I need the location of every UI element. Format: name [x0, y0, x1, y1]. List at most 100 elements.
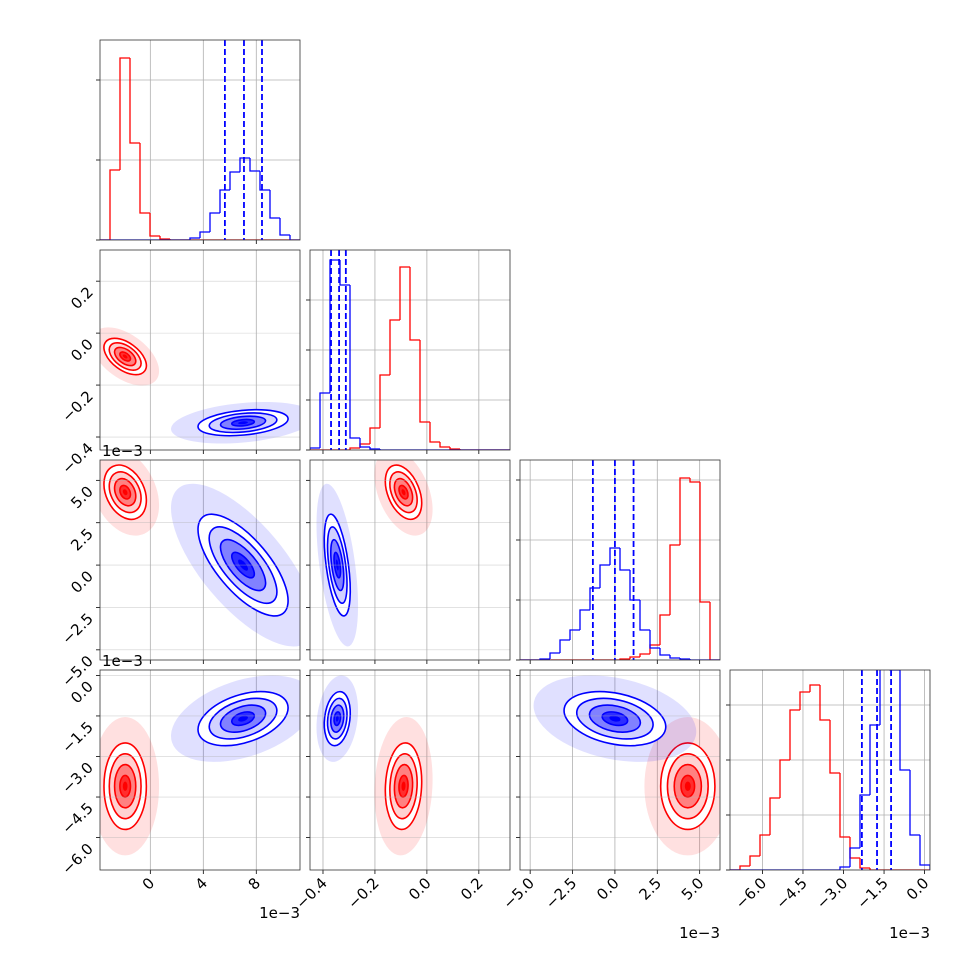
- x-tick-label: 0.0: [405, 874, 435, 904]
- density-contour: [238, 715, 249, 722]
- x-tick-label: −0.2: [344, 874, 382, 912]
- panel: [520, 460, 720, 660]
- histogram-step: [389, 319, 400, 375]
- histogram-step: [629, 656, 640, 659]
- density-contour: [335, 715, 339, 722]
- panel-frame: [99, 39, 301, 241]
- histogram-step: [439, 442, 450, 448]
- histogram-step: [679, 477, 690, 545]
- panel-frame: [309, 669, 511, 871]
- panel-frame: [519, 459, 721, 661]
- histogram-step: [169, 239, 180, 240]
- histogram-step: [899, 670, 910, 771]
- histogram-step: [599, 564, 610, 588]
- y-tick-label: 0.2: [67, 283, 97, 313]
- x-tick-label: −3.0: [813, 874, 851, 912]
- x-tick-label: −4.5: [772, 874, 810, 912]
- density-contour: [238, 421, 248, 425]
- x-tick-label: 0.0: [903, 874, 933, 904]
- panel: [100, 460, 300, 660]
- x-tick-label: 0.2: [457, 874, 487, 904]
- y-tick-label: −2.5: [58, 610, 96, 648]
- y-tick-label: 5.0: [67, 482, 97, 512]
- histogram-step: [249, 158, 260, 172]
- panel-frame: [519, 669, 721, 871]
- histogram-step: [379, 449, 390, 450]
- histogram-step: [409, 267, 420, 341]
- histogram-step: [609, 547, 620, 565]
- histogram-step: [639, 600, 650, 631]
- histogram-step: [209, 212, 220, 232]
- histogram-step: [859, 794, 870, 848]
- panel: [310, 250, 510, 450]
- histogram-step: [429, 422, 440, 443]
- histogram-step: [399, 266, 410, 320]
- histogram-step: [449, 447, 460, 450]
- x-offset-label: 1e−3: [679, 924, 720, 942]
- x-tick-label: −5.0: [500, 874, 538, 912]
- histogram-step: [759, 834, 770, 856]
- histogram-step: [629, 570, 640, 601]
- density-contour: [401, 781, 406, 791]
- histogram-step: [769, 797, 780, 835]
- histogram-step: [199, 231, 210, 238]
- histogram-step: [229, 171, 240, 190]
- x-tick-label: 8: [245, 874, 264, 893]
- y-tick-label: −0.2: [58, 387, 96, 425]
- histogram-step: [369, 447, 380, 450]
- histogram-step: [839, 866, 850, 870]
- y-offset-label: 1e−3: [102, 652, 143, 670]
- histogram-step: [549, 652, 560, 659]
- histogram-step: [669, 655, 680, 659]
- histogram-step: [349, 447, 360, 450]
- histogram-step: [649, 630, 660, 649]
- histogram-step: [310, 447, 320, 450]
- histogram-step: [819, 685, 830, 721]
- x-tick-label: 0: [139, 874, 158, 893]
- histogram-step: [659, 614, 670, 645]
- histogram-step: [139, 143, 150, 214]
- density-contour: [609, 715, 621, 722]
- histogram-step: [319, 392, 330, 448]
- histogram-step: [459, 449, 470, 450]
- histogram-step: [659, 648, 670, 656]
- histogram-step: [379, 374, 390, 428]
- panel: [100, 670, 300, 870]
- histogram-step: [739, 865, 750, 870]
- histogram-step: [779, 759, 790, 798]
- panel-frame: [729, 669, 931, 871]
- density-contour: [122, 781, 128, 791]
- histogram-step: [689, 659, 700, 660]
- histogram-step: [799, 691, 810, 710]
- histogram-step: [259, 171, 270, 191]
- histogram-step: [849, 847, 860, 867]
- histogram-step: [669, 544, 680, 615]
- y-tick-label: −1.5: [58, 718, 96, 756]
- histogram-step: [269, 190, 280, 219]
- histogram-step: [709, 602, 720, 660]
- histogram-step: [159, 236, 170, 240]
- panel-frame: [99, 459, 301, 661]
- histogram-step: [279, 218, 290, 236]
- histogram-step: [839, 773, 850, 838]
- panel-frame: [309, 459, 511, 661]
- histogram-step: [889, 670, 900, 671]
- histogram-step: [749, 855, 760, 866]
- histogram-step: [699, 482, 710, 603]
- histogram-step: [559, 639, 570, 653]
- x-tick-label: −6.0: [732, 874, 770, 912]
- x-offset-label: 1e−3: [259, 904, 300, 922]
- y-tick-label: −6.0: [58, 840, 96, 878]
- y-tick-label: 0.0: [67, 335, 97, 365]
- histogram-step: [589, 587, 600, 610]
- panel-frame: [99, 249, 301, 451]
- histogram-step: [419, 340, 430, 423]
- histogram-step: [329, 259, 340, 393]
- histogram-step: [909, 770, 920, 836]
- y-tick-label: 2.5: [67, 525, 97, 555]
- histogram-step: [109, 169, 120, 240]
- histogram-step: [119, 57, 130, 170]
- histogram-step: [239, 157, 250, 172]
- histogram-step: [579, 609, 590, 630]
